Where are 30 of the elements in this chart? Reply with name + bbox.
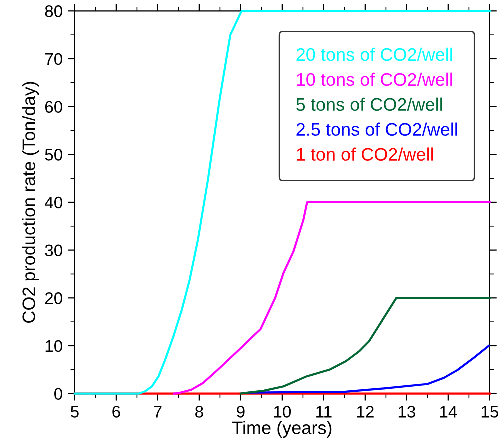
text: 5 tons of CO2/well (296, 98, 442, 112)
y-tick-label: 20 (45, 292, 62, 304)
y-axis-title: CO2 production rate (Ton/day) (22, 82, 40, 323)
y-tick-label: 80 (45, 6, 62, 18)
text: 1 ton of CO2/well (297, 148, 434, 161)
x-tick-label: 15 (482, 406, 498, 418)
y-tick-label: 70 (45, 53, 62, 66)
text: 2.5 tons of CO2/well (296, 122, 458, 136)
x-tick-label: 10 (274, 406, 292, 418)
x-tick-label: 7 (154, 406, 162, 418)
y-tick-label: 0 (54, 388, 62, 400)
line-series (240, 297, 491, 395)
x-tick-label: 5 (70, 406, 79, 418)
x-tick-label: 12 (357, 406, 374, 418)
line-series (173, 201, 491, 395)
x-tick-label: 9 (237, 406, 245, 418)
x-tick-label: 6 (112, 406, 120, 418)
x-tick-label: 8 (196, 406, 204, 418)
y-tick-label: 60 (45, 101, 62, 114)
y-tick-label: 30 (45, 244, 62, 257)
x-tick-label: 11 (316, 406, 332, 418)
line-series (248, 344, 490, 394)
x-tick-label: 13 (398, 406, 416, 418)
y-tick-label: 40 (44, 196, 62, 209)
y-tick-label: 10 (46, 340, 62, 352)
text: 10 tons of CO2/well (297, 72, 452, 86)
x-tick-label: 14 (440, 406, 458, 418)
y-tick-label: 50 (45, 149, 62, 161)
text: 20 tons of CO2/well (296, 48, 452, 62)
x-axis-title: Time (years) (232, 421, 332, 438)
